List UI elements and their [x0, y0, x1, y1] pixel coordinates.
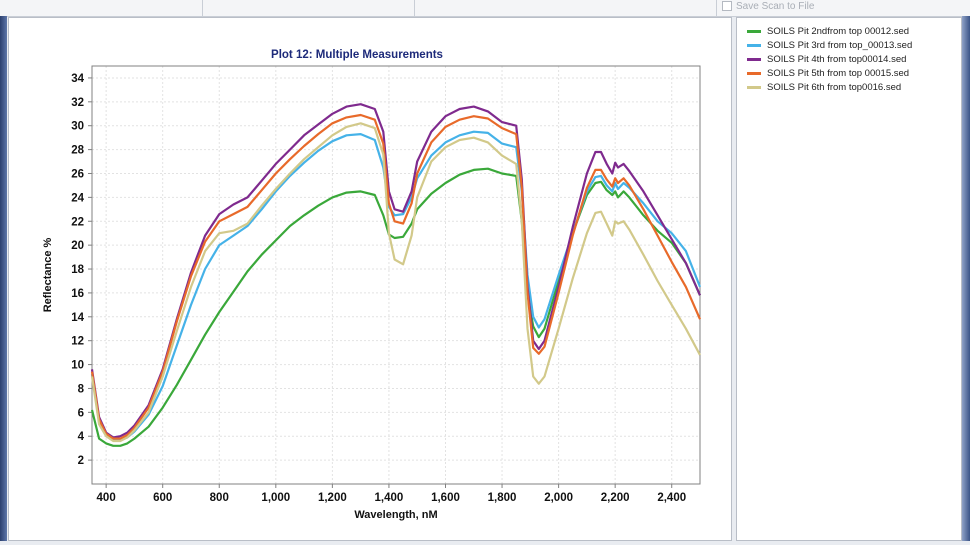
legend-item: SOILS Pit 6th from top0016.sed — [747, 82, 901, 94]
window-right-edge — [962, 16, 970, 541]
legend-item: SOILS Pit 5th from top 00015.sed — [747, 68, 909, 80]
legend-swatch — [747, 72, 761, 76]
series-line-4 — [90, 113, 702, 440]
save-scan-label: Save Scan to File — [736, 0, 815, 12]
y-tick-label: 34 — [71, 73, 84, 85]
y-tick-label: 2 — [78, 455, 84, 467]
x-tick-label: 2,200 — [601, 492, 630, 504]
legend-label: SOILS Pit 5th from top 00015.sed — [767, 68, 910, 80]
x-tick-label: 1,400 — [375, 492, 404, 504]
x-tick-label: 2,400 — [657, 492, 686, 504]
y-tick-label: 30 — [71, 121, 84, 133]
toolbar-divider — [716, 0, 717, 16]
y-tick-label: 16 — [71, 288, 84, 300]
legend-label: SOILS Pit 3rd from top_00013.sed — [767, 39, 913, 51]
reflectance-chart: Plot 12: Multiple Measurements 246810121… — [42, 49, 702, 521]
legend-panel: SOILS Pit 2ndfrom top 00012.sed SOILS Pit… — [736, 17, 962, 541]
checkbox-box[interactable] — [722, 1, 732, 11]
legend-item: SOILS Pit 3rd from top_00013.sed — [747, 39, 912, 51]
y-tick-label: 28 — [71, 145, 84, 157]
y-tick-label: 20 — [71, 240, 84, 252]
y-tick-label: 26 — [71, 168, 84, 180]
y-tick-label: 24 — [71, 192, 84, 204]
series-lines — [90, 103, 702, 447]
y-tick-label: 22 — [71, 216, 84, 228]
series-line-3 — [90, 103, 702, 439]
window-left-edge — [0, 16, 7, 541]
save-scan-checkbox[interactable]: Save Scan to File — [722, 0, 814, 12]
chart-title: Plot 12: Multiple Measurements — [271, 49, 443, 61]
y-axis-label: Reflectance % — [42, 237, 54, 312]
legend-item: SOILS Pit 4th from top00014.sed — [747, 53, 906, 65]
y-tick-label: 8 — [78, 383, 85, 395]
legend-item: SOILS Pit 2ndfrom top 00012.sed — [747, 25, 909, 37]
legend-swatch — [747, 86, 761, 90]
top-toolbar: Save Scan to File — [0, 0, 970, 17]
legend-swatch — [747, 43, 761, 47]
x-tick-label: 2,000 — [544, 492, 573, 504]
toolbar-divider — [202, 0, 203, 16]
x-tick-label: 1,200 — [318, 492, 347, 504]
plot-panel: Plot 12: Multiple Measurements 2 4 6 8 10 12 1… — [8, 17, 732, 541]
plot-area-border — [91, 65, 701, 485]
legend-label: SOILS Pit 2ndfrom top 00012.sed — [767, 25, 910, 37]
x-tick-label: 1,800 — [488, 492, 517, 504]
y-tick-label: 6 — [78, 407, 84, 419]
y-tick-label: 10 — [71, 360, 84, 372]
x-axis-label: Wavelength, nM — [354, 509, 437, 521]
y-tick-label: 18 — [71, 264, 84, 276]
legend-label: SOILS Pit 4th from top00014.sed — [767, 53, 907, 65]
series-line-2 — [90, 130, 702, 441]
x-tick-label: 400 — [97, 492, 116, 504]
y-tick-label: 12 — [71, 336, 84, 348]
x-tick-label: 600 — [153, 492, 172, 504]
legend-label: SOILS Pit 6th from top0016.sed — [767, 82, 902, 94]
x-axis-ticks: 400 600 800 1,000 1,200 1,400 1,600 1,800 2,000 2… — [97, 484, 686, 504]
x-tick-label: 1,000 — [261, 492, 290, 504]
series-line-5 — [90, 122, 701, 443]
y-tick-label: 32 — [71, 97, 84, 109]
grid-lines — [92, 66, 700, 484]
x-tick-label: 1,600 — [431, 492, 460, 504]
y-tick-label: 14 — [71, 312, 84, 324]
legend-swatch — [747, 57, 761, 61]
toolbar-divider — [414, 0, 415, 16]
y-tick-label: 4 — [78, 431, 85, 443]
x-tick-label: 800 — [210, 492, 229, 504]
legend-swatch — [747, 29, 761, 33]
